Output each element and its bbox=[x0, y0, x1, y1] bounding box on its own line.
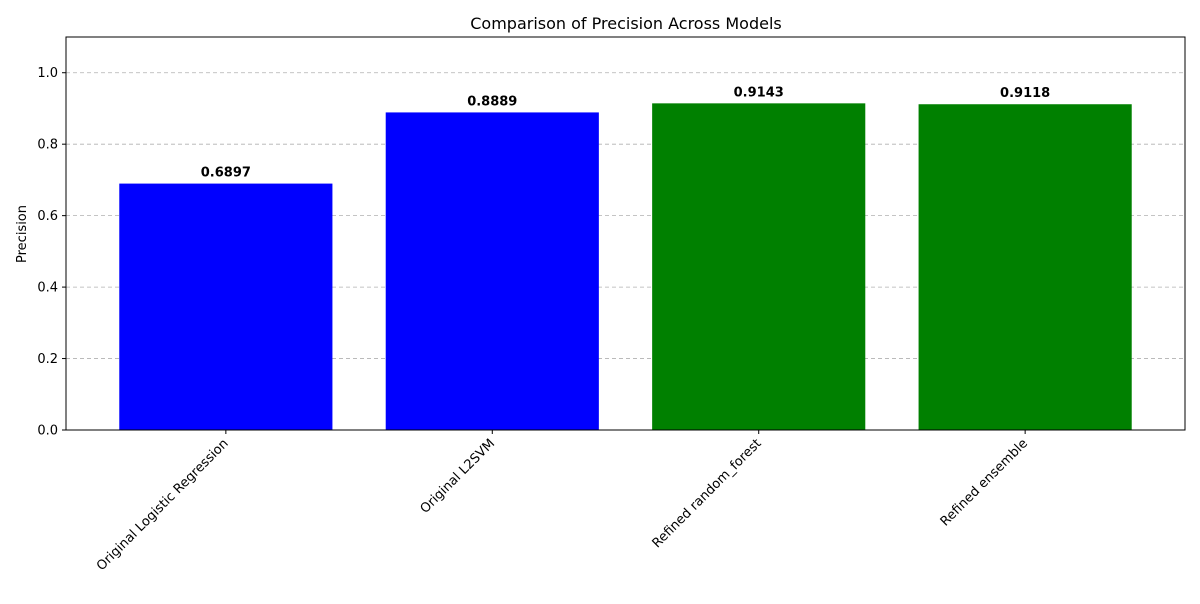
y-tick-label: 1.0 bbox=[37, 66, 58, 81]
x-tick-label: Original Logistic Regression bbox=[94, 436, 232, 574]
x-tick-label: Refined random_forest bbox=[650, 436, 765, 551]
y-axis-ticks: 0.0 0.2 0.4 0.6 0.8 1.0 bbox=[37, 66, 66, 439]
bar-value-labels: 0.6897 0.8889 0.9143 0.9118 bbox=[201, 85, 1050, 180]
bar bbox=[652, 103, 866, 430]
x-axis-ticks: Original Logistic Regression Original L2S… bbox=[94, 430, 1031, 574]
x-tick-label: Refined ensemble bbox=[938, 436, 1031, 529]
bar bbox=[918, 104, 1132, 431]
bar bbox=[119, 183, 333, 430]
x-tick-label: Original L2SVM bbox=[418, 436, 499, 517]
bar-value-label: 0.9118 bbox=[1000, 86, 1050, 101]
plot-area-frame bbox=[65, 36, 1186, 431]
bars bbox=[119, 103, 1132, 431]
bar-value-label: 0.8889 bbox=[467, 94, 517, 109]
y-tick-label: 0.4 bbox=[37, 281, 58, 296]
y-tick-label: 0.0 bbox=[37, 424, 58, 439]
chart-title: Comparison of Precision Across Models bbox=[470, 14, 781, 33]
bar-value-label: 0.6897 bbox=[201, 166, 251, 181]
bar-value-label: 0.9143 bbox=[734, 85, 784, 100]
y-tick-label: 0.2 bbox=[37, 352, 58, 367]
y-axis-label: Precision bbox=[15, 205, 30, 263]
y-tick-label: 0.6 bbox=[37, 209, 58, 224]
bar bbox=[385, 112, 599, 430]
y-tick-label: 0.8 bbox=[37, 138, 58, 153]
